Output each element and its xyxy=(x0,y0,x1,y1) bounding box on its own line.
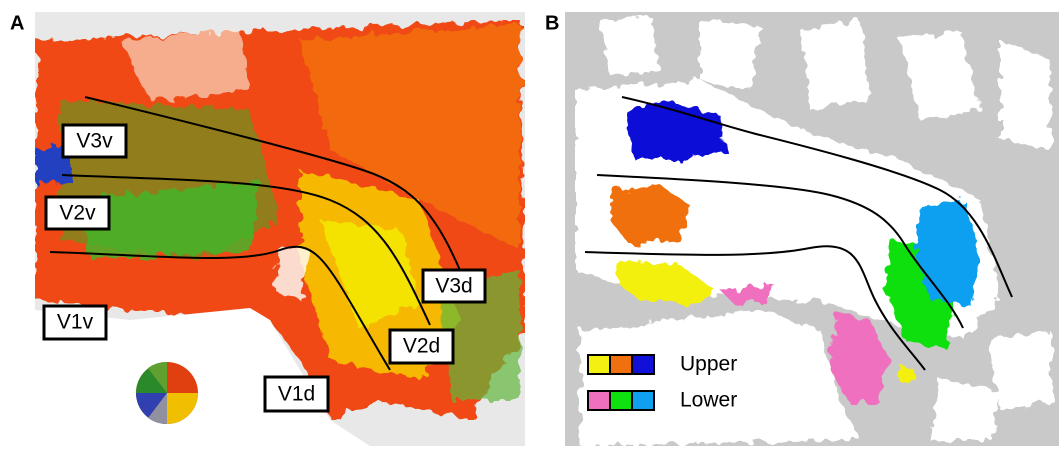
area-label: V2v xyxy=(59,202,96,225)
area-label: V3v xyxy=(76,130,113,153)
legend: Upper Lower xyxy=(587,353,737,412)
panel-b-map xyxy=(565,12,1059,446)
boundary-lines-b xyxy=(584,96,1013,371)
area-label: V1d xyxy=(278,383,315,406)
legend-label: Lower xyxy=(680,389,737,412)
color-wheel xyxy=(136,361,198,425)
area-labels: V3v V2v V1v V3d V2d V1d xyxy=(42,123,487,413)
boundary-lines-a xyxy=(49,96,471,371)
area-label: V2d xyxy=(403,335,440,358)
panel-label: B xyxy=(545,12,559,34)
area-label: V3d xyxy=(435,275,472,298)
area-label: V1v xyxy=(57,311,94,334)
legend-label: Upper xyxy=(680,353,737,376)
panel-label: A xyxy=(10,12,24,34)
